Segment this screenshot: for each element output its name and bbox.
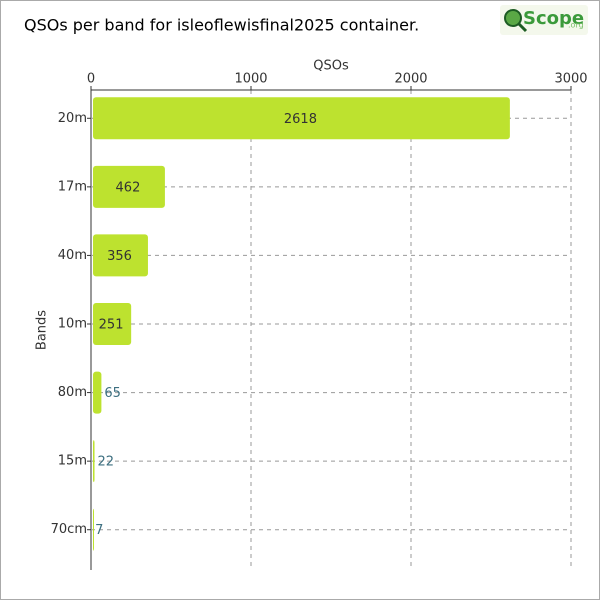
y-tick-label: 80m [58, 385, 87, 400]
x-tick-label: 1000 [234, 72, 267, 87]
y-tick-label: 15m [58, 454, 87, 469]
bar [93, 440, 95, 483]
data-label: 462 [116, 180, 141, 195]
x-tick-label: 2000 [394, 72, 427, 87]
x-tick-label: 0 [87, 72, 95, 87]
x-tick-label: 3000 [554, 72, 587, 87]
bar [93, 234, 148, 277]
y-tick-label: 10m [58, 317, 87, 332]
y-tick-label: 40m [58, 248, 87, 263]
data-label: 251 [99, 318, 124, 333]
chart-title: QSOs per band for isleoflewisfinal2025 c… [24, 16, 419, 35]
data-label: 22 [98, 455, 115, 470]
logo: Scope .org [500, 5, 588, 35]
logo-icon [504, 9, 522, 27]
logo-icon-handle [517, 22, 528, 33]
data-label: 65 [104, 386, 121, 401]
y-tick-label: 70cm [51, 522, 87, 537]
data-label: 356 [107, 249, 132, 264]
logo-text: Scope [523, 8, 584, 29]
y-tick-label: 20m [58, 111, 87, 126]
bar [93, 371, 102, 414]
bar [93, 303, 132, 345]
data-label: 7 [95, 523, 103, 538]
x-axis-label: QSOs [313, 59, 349, 74]
bar [93, 165, 165, 208]
bar [93, 508, 94, 551]
logo-suffix: .org [568, 21, 584, 30]
bar [93, 97, 510, 140]
data-label: 2618 [284, 112, 317, 127]
y-tick-label: 17m [58, 179, 87, 194]
y-axis-label: Bands [35, 310, 50, 350]
